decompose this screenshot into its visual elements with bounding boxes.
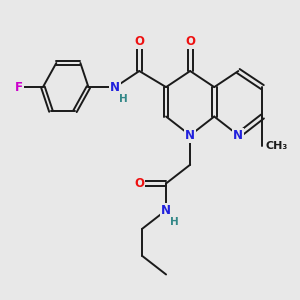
Text: O: O (134, 177, 144, 190)
Text: F: F (15, 81, 23, 94)
Text: N: N (185, 129, 195, 142)
Text: O: O (134, 35, 144, 48)
Text: CH₃: CH₃ (265, 141, 287, 151)
Text: H: H (119, 94, 128, 104)
Text: N: N (233, 129, 243, 142)
Text: N: N (161, 204, 171, 217)
Text: O: O (185, 35, 195, 48)
Text: H: H (170, 217, 179, 227)
Text: N: N (110, 81, 120, 94)
